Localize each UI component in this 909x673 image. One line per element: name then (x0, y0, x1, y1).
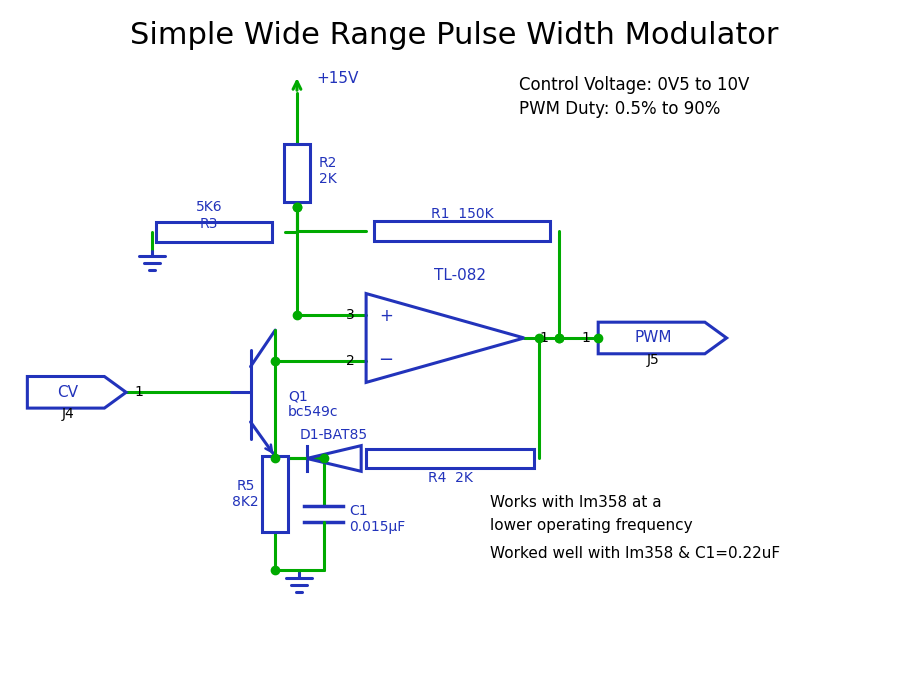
Text: J5: J5 (647, 353, 660, 367)
Text: R4  2K: R4 2K (427, 471, 473, 485)
Text: R5
8K2: R5 8K2 (233, 479, 259, 509)
Text: Q1
bc549c: Q1 bc549c (288, 389, 338, 419)
Text: lower operating frequency: lower operating frequency (490, 518, 692, 533)
Bar (263, 456, 288, 532)
Text: R1  150K: R1 150K (431, 207, 494, 221)
Text: D1-BAT85: D1-BAT85 (299, 428, 367, 441)
Text: 1: 1 (540, 331, 549, 345)
Text: PWM: PWM (634, 330, 673, 345)
Text: PWM Duty: 0.5% to 90%: PWM Duty: 0.5% to 90% (519, 100, 721, 118)
Text: −: − (378, 351, 394, 369)
Text: 3: 3 (345, 308, 355, 322)
Text: 5K6
R3: 5K6 R3 (195, 201, 223, 231)
Bar (366, 449, 534, 468)
Text: Works with lm358 at a: Works with lm358 at a (490, 495, 661, 510)
Bar (285, 145, 310, 202)
Text: Control Voltage: 0V5 to 10V: Control Voltage: 0V5 to 10V (519, 76, 750, 94)
Text: 1: 1 (582, 331, 590, 345)
Text: J4: J4 (62, 407, 75, 421)
Text: Worked well with lm358 & C1=0.22uF: Worked well with lm358 & C1=0.22uF (490, 546, 780, 561)
Text: C1
0.015μF: C1 0.015μF (349, 503, 405, 534)
Text: +15V: +15V (316, 71, 359, 85)
Text: Simple Wide Range Pulse Width Modulator: Simple Wide Range Pulse Width Modulator (130, 22, 778, 50)
Text: 2: 2 (345, 354, 355, 367)
Text: R2
2K: R2 2K (319, 156, 337, 186)
Text: TL-082: TL-082 (434, 269, 486, 283)
Bar (374, 221, 550, 241)
Text: 1: 1 (134, 386, 143, 399)
Bar (156, 223, 272, 242)
Text: CV: CV (57, 385, 78, 400)
Text: +: + (379, 308, 393, 325)
